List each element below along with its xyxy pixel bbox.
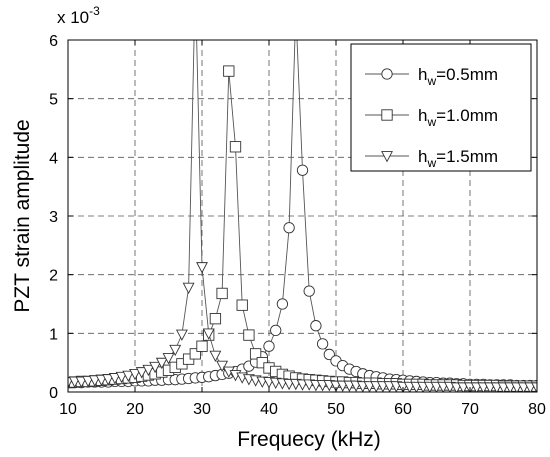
- x-tick-label: 20: [126, 401, 144, 418]
- data-point: [175, 329, 188, 341]
- data-point: [270, 324, 282, 337]
- data-point: [249, 348, 262, 360]
- y-tick-label: 3: [49, 209, 58, 226]
- data-point: [182, 282, 195, 294]
- data-point: [149, 361, 162, 374]
- x-tick-label: 60: [394, 401, 412, 418]
- data-point: [142, 364, 155, 377]
- legend: hw=0.5mm hw=1.0mm hw=1.5mm: [350, 43, 532, 172]
- data-point: [129, 368, 141, 381]
- x-tick-label: 30: [193, 401, 211, 418]
- data-point: [243, 329, 255, 341]
- data-point: [162, 353, 175, 365]
- data-point: [122, 370, 135, 382]
- data-point: [95, 374, 108, 387]
- legend-item: hw=1.5mm: [365, 147, 498, 170]
- y-tick-label: 5: [49, 92, 58, 109]
- data-point: [209, 313, 222, 325]
- data-point: [75, 376, 88, 388]
- data-point: [196, 262, 208, 274]
- y-tick-label: 6: [49, 33, 58, 50]
- data-point: [196, 340, 208, 352]
- data-point: [236, 299, 248, 311]
- x-axis-label: Frequecy (kHz): [237, 428, 381, 451]
- data-point: [531, 382, 537, 392]
- y-tick-label: 1: [49, 326, 58, 343]
- data-point: [169, 344, 182, 357]
- data-point: [115, 371, 128, 384]
- data-point: [316, 338, 329, 350]
- legend-label: hw=1.0mm: [418, 106, 498, 129]
- series-layer: [68, 40, 537, 392]
- ticks: 10 20 30 40 50 60 70 80 0 1 2 3 4 5 6: [49, 33, 546, 418]
- data-point: [189, 348, 201, 360]
- y-tick-label: 4: [49, 150, 58, 167]
- data-point: [135, 367, 148, 379]
- legend-item: hw=0.5mm: [365, 65, 498, 88]
- data-point: [108, 373, 121, 385]
- data-point: [216, 287, 228, 300]
- legend-marker: [381, 68, 393, 80]
- x-tick-label: 50: [327, 401, 345, 418]
- x-tick-label: 80: [528, 401, 546, 418]
- data-point: [283, 222, 295, 234]
- data-point: [202, 328, 215, 340]
- legend-marker: [381, 151, 393, 163]
- data-point: [303, 285, 315, 297]
- y-axis-label: PZT strain amplitude: [11, 119, 34, 312]
- data-point: [276, 298, 289, 310]
- data-point: [88, 375, 101, 387]
- data-point: [296, 164, 309, 176]
- data-point: [263, 340, 275, 352]
- y-tick-label: 2: [49, 268, 58, 285]
- data-point: [229, 141, 242, 153]
- data-point: [155, 357, 168, 370]
- scale-factor: x 10-3: [57, 4, 100, 27]
- series-3: [68, 40, 537, 392]
- x-tick-label: 40: [260, 401, 278, 418]
- legend-box: [350, 43, 532, 172]
- x-tick-label: 10: [59, 401, 77, 418]
- data-point: [223, 65, 235, 77]
- legend-label: hw=0.5mm: [418, 65, 498, 88]
- legend-label: hw=1.5mm: [418, 147, 498, 170]
- data-point: [82, 375, 95, 388]
- legend-item: hw=1.0mm: [365, 106, 498, 129]
- legend-marker: [381, 109, 393, 121]
- y-tick-label: 0: [49, 385, 58, 402]
- data-point: [209, 350, 222, 363]
- data-point: [102, 374, 115, 386]
- x-tick-label: 70: [461, 401, 479, 418]
- data-point: [310, 320, 322, 332]
- data-point: [216, 360, 229, 373]
